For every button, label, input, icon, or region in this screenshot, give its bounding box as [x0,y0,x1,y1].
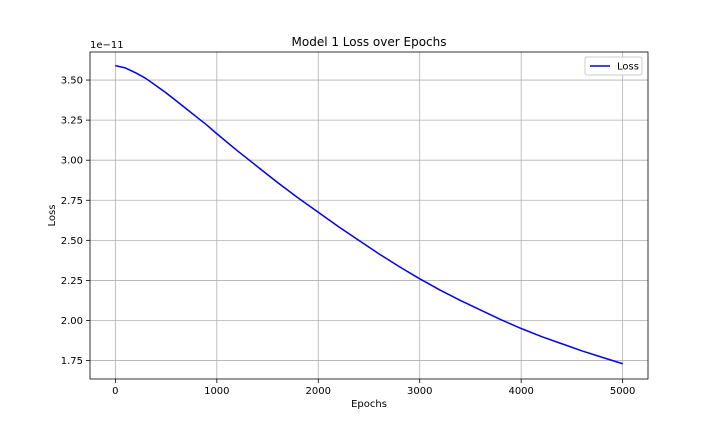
y-tick-label: 2.00 [61,316,83,327]
chart-title: Model 1 Loss over Epochs [292,35,447,49]
legend: Loss [584,56,643,76]
y-tick-label: 1.75 [61,356,83,367]
y-tick-label: 2.75 [61,196,83,207]
y-tick-label: 3.50 [61,76,83,87]
legend-box [584,56,643,76]
x-tick-label: 5000 [610,386,635,397]
x-tick-label: 0 [112,386,118,397]
legend-label-loss: Loss [617,62,639,73]
x-axis-label: Epochs [351,399,387,410]
grid [90,52,648,379]
y-tick-label: 2.25 [61,276,83,287]
y-tick-label: 2.50 [61,236,83,247]
plot-frame [89,51,649,380]
ticks: 0 1000 2000 3000 4000 5000 1.75 2.00 2.25 2.50 2.7… [61,76,636,397]
series-layer [115,64,623,365]
y-tick-label: 3.00 [61,156,83,167]
x-tick-label: 2000 [306,386,331,397]
x-tick-label: 4000 [508,386,533,397]
y-axis-label: Loss [47,205,58,227]
y-axis-offset-label: 1e−11 [90,40,124,51]
x-tick-label: 3000 [407,386,432,397]
y-tick-label: 3.25 [61,116,83,127]
x-tick-label: 1000 [204,386,229,397]
series-line-loss [115,64,623,365]
